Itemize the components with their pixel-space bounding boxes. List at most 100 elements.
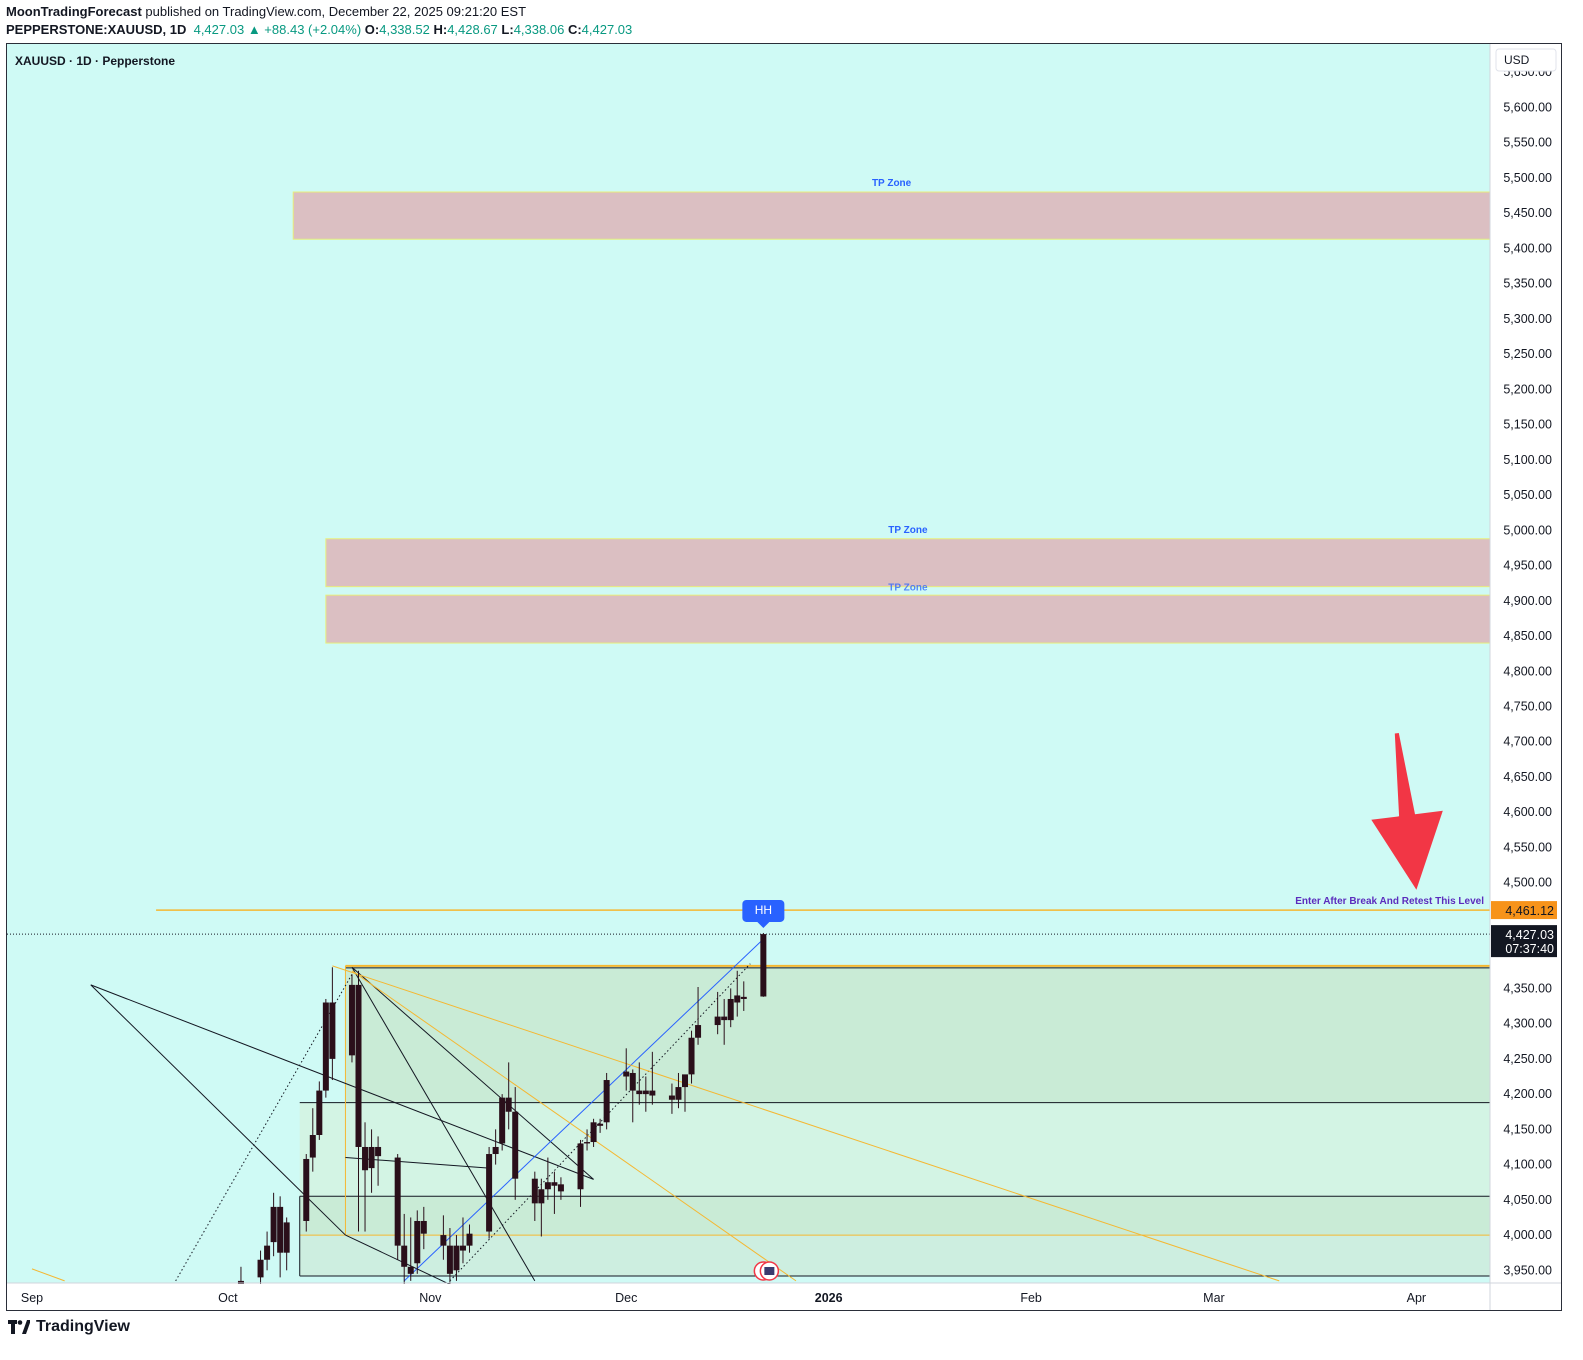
candle	[492, 1129, 499, 1165]
candle	[682, 1074, 688, 1112]
candle	[362, 1122, 369, 1232]
price-tick-label: 4,750.00	[1503, 699, 1552, 713]
candle-body	[368, 1146, 375, 1169]
price-chart[interactable]: TP Zone TP Zone TP Zone Enter After Break …	[7, 44, 1561, 1310]
hh-marker	[742, 899, 785, 928]
entry-annotation: Enter After Break And Retest This Level	[1295, 896, 1484, 907]
candle	[740, 981, 747, 1011]
chart-legend-title: XAUUSD · 1D · Pepperstone	[15, 54, 175, 68]
candle	[642, 1076, 649, 1112]
candle-body	[642, 1090, 649, 1095]
shaded-area	[299, 1235, 1491, 1276]
price-tick-label: 4,300.00	[1503, 1017, 1552, 1031]
candle	[505, 1062, 512, 1130]
candle-body	[682, 1074, 688, 1088]
last-price-label: 4,427.03	[1505, 928, 1554, 942]
hh-label: HH	[755, 903, 772, 917]
annotations: HH	[742, 733, 1443, 1281]
shaded-area	[299, 1102, 1491, 1197]
price-tick-label: 4,200.00	[1503, 1087, 1552, 1101]
candle-body	[348, 984, 355, 1056]
candle	[597, 1118, 604, 1133]
tp-zone	[325, 594, 1491, 644]
price-tick-label: 4,950.00	[1503, 559, 1552, 573]
candle-body	[629, 1072, 636, 1091]
candle	[512, 1087, 519, 1200]
candle-body	[492, 1146, 499, 1155]
candle-body	[668, 1095, 675, 1100]
price-tick-label: 5,100.00	[1503, 453, 1552, 467]
price-tick-label: 3,950.00	[1503, 1263, 1552, 1277]
price-tick-label: 5,600.00	[1503, 100, 1552, 114]
trend-lines	[31, 938, 1280, 1285]
candle	[420, 1206, 427, 1250]
candle	[557, 1177, 564, 1200]
candle-body	[316, 1090, 323, 1135]
candle-body	[597, 1123, 604, 1126]
last-price: 4,427.03	[193, 22, 245, 37]
candle-body	[727, 998, 734, 1021]
tp-zone-label: TP Zone	[872, 178, 912, 189]
price-tick-label: 5,400.00	[1503, 241, 1552, 255]
author-name[interactable]: MoonTradingForecast	[6, 4, 142, 19]
candle	[368, 1129, 375, 1193]
candle	[714, 991, 721, 1035]
candles	[237, 932, 767, 1310]
candle-body	[623, 1071, 630, 1077]
candle-body	[695, 1025, 702, 1038]
candle	[649, 1051, 656, 1105]
candle-body	[329, 1002, 336, 1059]
time-tick-label: Sep	[21, 1291, 43, 1305]
candle-body	[512, 1111, 519, 1179]
price-tick-label: 4,350.00	[1503, 981, 1552, 995]
horizontal-levels: Enter After Break And Retest This Level	[7, 896, 1490, 1277]
candle-body	[407, 1266, 414, 1274]
candle-body	[505, 1097, 512, 1112]
level-price-label: 4,461.12	[1505, 904, 1554, 918]
candle-body	[283, 1222, 290, 1253]
time-tick-label: Dec	[615, 1291, 637, 1305]
candle-body	[362, 1146, 369, 1171]
candle	[584, 1129, 591, 1151]
price-tick-label: 5,550.00	[1503, 136, 1552, 150]
candle-body	[760, 934, 767, 997]
price-tick-label: 4,700.00	[1503, 735, 1552, 749]
candle	[329, 967, 336, 1081]
trend-line	[31, 1268, 65, 1282]
time-tick-label: Oct	[218, 1291, 238, 1305]
chart-frame[interactable]: TP Zone TP Zone TP Zone Enter After Break …	[6, 43, 1562, 1311]
price-axis[interactable]: 5,650.005,600.005,550.005,500.005,450.00…	[1491, 44, 1561, 1283]
price-tick-label: 5,050.00	[1503, 488, 1552, 502]
candle-body	[414, 1220, 421, 1264]
candle-body	[675, 1087, 682, 1100]
candle-body	[584, 1142, 591, 1144]
price-tick-label: 5,150.00	[1503, 418, 1552, 432]
time-axis[interactable]: Sep Oct Nov Dec 2026 Feb Mar Apr	[7, 1284, 1561, 1310]
currency-button	[1495, 48, 1557, 72]
candle-body	[355, 984, 362, 1147]
price-tick-label: 5,450.00	[1503, 206, 1552, 220]
candle-body	[257, 1259, 264, 1278]
candle-body	[401, 1245, 408, 1267]
high-label: H:	[433, 22, 448, 37]
candle-body	[375, 1146, 382, 1157]
candle	[257, 1250, 264, 1288]
candle-body	[636, 1090, 643, 1095]
open-value: 4,338.52	[379, 22, 430, 37]
candle	[721, 998, 728, 1045]
candle-body	[453, 1245, 460, 1271]
red-arrow	[1371, 733, 1443, 890]
candle	[375, 1136, 382, 1186]
time-tick-label: Nov	[419, 1291, 442, 1305]
candle-body	[551, 1182, 558, 1186]
tradingview-logo[interactable]: TradingView	[8, 1318, 130, 1336]
candle	[760, 932, 767, 997]
candle-body	[577, 1143, 584, 1190]
candle-body	[688, 1037, 695, 1075]
candle-body	[714, 1016, 721, 1026]
candle	[401, 1213, 408, 1285]
price-tick-label: 4,850.00	[1503, 629, 1552, 643]
candle	[283, 1217, 290, 1271]
price-tick-label: 4,000.00	[1503, 1228, 1552, 1242]
candle	[577, 1139, 584, 1207]
